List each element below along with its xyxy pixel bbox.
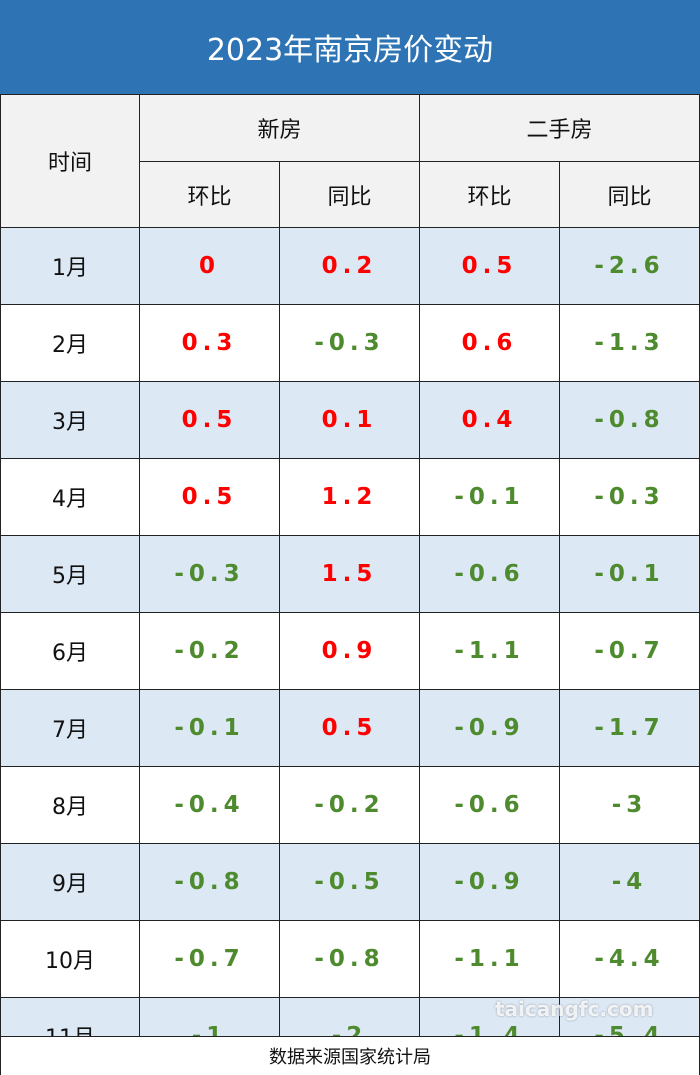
group-header: 新房 xyxy=(140,95,420,162)
month-cell: 7月 xyxy=(0,690,140,767)
value-cell: 0.6 xyxy=(420,305,560,382)
sub-header: 同比 xyxy=(560,162,700,228)
value-cell: 0 xyxy=(140,228,280,305)
value-cell: -0.2 xyxy=(280,767,420,844)
value-cell: -3 xyxy=(560,767,700,844)
value-cell: -0.1 xyxy=(140,690,280,767)
month-cell: 10月 xyxy=(0,921,140,998)
sub-header: 环比 xyxy=(420,162,560,228)
value-cell: -0.2 xyxy=(140,613,280,690)
value-cell: -1.3 xyxy=(560,305,700,382)
sub-header: 环比 xyxy=(140,162,280,228)
value-cell: 0.1 xyxy=(280,382,420,459)
value-cell: -4.4 xyxy=(560,921,700,998)
value-cell: -1.7 xyxy=(560,690,700,767)
value-cell: -0.3 xyxy=(140,536,280,613)
value-cell: -1.1 xyxy=(420,613,560,690)
month-cell: 5月 xyxy=(0,536,140,613)
value-cell: 0.5 xyxy=(140,382,280,459)
value-cell: -0.6 xyxy=(420,536,560,613)
value-cell: -0.8 xyxy=(280,921,420,998)
value-cell: 0.2 xyxy=(280,228,420,305)
value-cell: 1.2 xyxy=(280,459,420,536)
value-cell: -4 xyxy=(560,844,700,921)
month-cell: 1月 xyxy=(0,228,140,305)
value-cell: -0.1 xyxy=(560,536,700,613)
value-cell: 0.4 xyxy=(420,382,560,459)
time-header: 时间 xyxy=(0,95,140,228)
value-cell: -0.9 xyxy=(420,844,560,921)
value-cell: -0.3 xyxy=(280,305,420,382)
month-cell: 9月 xyxy=(0,844,140,921)
sub-header: 同比 xyxy=(280,162,420,228)
value-cell: -0.8 xyxy=(140,844,280,921)
title: 2023年南京房价变动 xyxy=(0,0,700,95)
month-cell: 4月 xyxy=(0,459,140,536)
value-cell: -0.7 xyxy=(560,613,700,690)
value-cell: -0.3 xyxy=(560,459,700,536)
value-cell: -0.7 xyxy=(140,921,280,998)
group-header: 二手房 xyxy=(420,95,700,162)
value-cell: 0.5 xyxy=(140,459,280,536)
value-cell: 1.5 xyxy=(280,536,420,613)
value-cell: -2.6 xyxy=(560,228,700,305)
month-cell: 3月 xyxy=(0,382,140,459)
month-cell: 8月 xyxy=(0,767,140,844)
month-cell: 2月 xyxy=(0,305,140,382)
value-cell: -0.9 xyxy=(420,690,560,767)
value-cell: -0.4 xyxy=(140,767,280,844)
value-cell: -0.8 xyxy=(560,382,700,459)
value-cell: 0.5 xyxy=(420,228,560,305)
value-cell: 0.9 xyxy=(280,613,420,690)
month-cell: 6月 xyxy=(0,613,140,690)
footer-source: 数据来源国家统计局 xyxy=(0,1036,700,1075)
value-cell: -0.6 xyxy=(420,767,560,844)
value-cell: 0.3 xyxy=(140,305,280,382)
value-cell: 0.5 xyxy=(280,690,420,767)
value-cell: -0.5 xyxy=(280,844,420,921)
watermark: taicangfc.com xyxy=(495,997,654,1021)
value-cell: -0.1 xyxy=(420,459,560,536)
value-cell: -1.1 xyxy=(420,921,560,998)
